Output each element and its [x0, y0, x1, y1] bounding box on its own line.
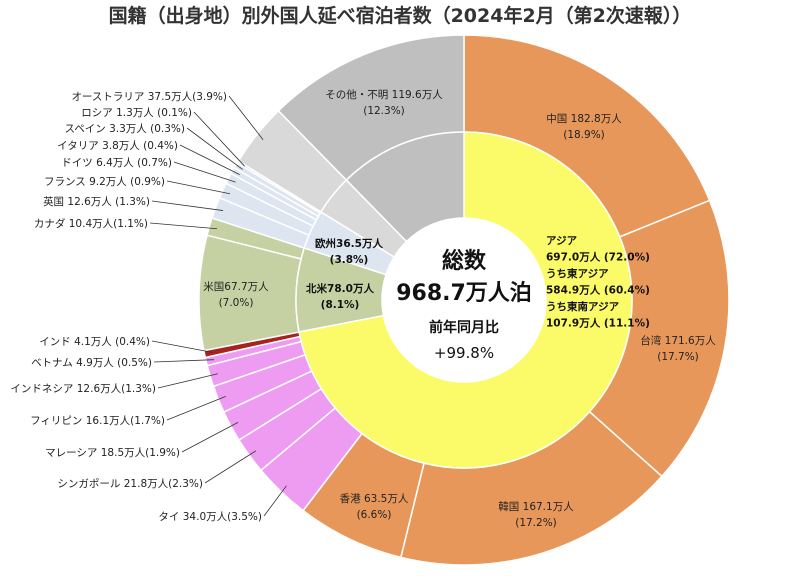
- outer-ring: [198, 34, 730, 566]
- leader-lines: [149, 95, 287, 517]
- label-slice-15: ドイツ 6.4万人 (0.7%): [61, 157, 172, 169]
- inner-label-slice-0-2: うち東アジア: [546, 267, 609, 280]
- leader-slice-16: [179, 144, 240, 175]
- leader-slice-6: [181, 422, 239, 453]
- center-yoy-label: 前年同月比: [429, 319, 499, 336]
- label-slice-6: マレーシア 18.5万人(1.9%): [45, 447, 180, 459]
- inner-label-slice-0-4: うち東南アジア: [546, 300, 620, 313]
- chart-title: 国籍（出身地）別外国人延べ宿泊者数（2024年2月（第2次速報））: [109, 4, 692, 27]
- center-label: 総数: [442, 248, 487, 274]
- label-slice-7: フィリピン 16.1万人(1.7%): [30, 415, 165, 427]
- label-slice-2: 韓国 167.1万人: [498, 501, 574, 513]
- label-share-slice-2: (17.2%): [515, 517, 557, 529]
- label-slice-1: 台湾 171.6万人: [640, 334, 716, 347]
- inner-label-slice-2-0: 欧州36.5万人: [315, 237, 383, 250]
- label-slice-0: 中国 182.8万人: [546, 112, 622, 125]
- label-slice-17: スペイン 3.3万人 (0.3%): [64, 123, 185, 135]
- label-slice-4: タイ 34.0万人(3.5%): [158, 511, 262, 523]
- leader-slice-18: [193, 111, 245, 167]
- slice-labels: 中国 182.8万人 (18.9%) 台湾 171.6万人 (17.7%) 韓国 167…: [10, 88, 716, 529]
- label-slice-16: イタリア 3.8万人 (0.4%): [57, 140, 178, 152]
- inner-label-slice-0-0: アジア: [546, 235, 578, 247]
- center-total: 968.7万人泊: [396, 281, 532, 306]
- label-share-slice-11: (7.0%): [219, 297, 254, 309]
- label-share-slice-3: (6.6%): [357, 509, 392, 521]
- leader-slice-17: [186, 127, 243, 170]
- label-slice-12: カナダ 10.4万人(1.1%): [34, 217, 148, 230]
- label-slice-11: 米国67.7万人: [203, 280, 269, 293]
- leader-slice-7: [166, 395, 226, 421]
- leader-slice-4: [263, 485, 287, 517]
- leader-slice-13: [151, 200, 224, 211]
- leader-slice-15: [173, 161, 236, 183]
- label-share-slice-20: (12.3%): [363, 105, 405, 117]
- label-slice-13: 英国 12.6万人 (1.3%): [43, 195, 150, 208]
- label-slice-14: フランス 9.2万人 (0.9%): [44, 176, 165, 188]
- center-hole: [382, 218, 546, 382]
- label-slice-5: シンガポール 21.8万人(2.3%): [57, 478, 203, 490]
- inner-label-slice-2-1: (3.8%): [330, 254, 369, 266]
- leader-slice-10: [151, 340, 213, 353]
- inner-label-slice-0-1: 697.0万人 (72.0%): [546, 251, 650, 264]
- leader-slice-14: [166, 180, 231, 195]
- label-share-slice-0: (18.9%): [563, 129, 605, 141]
- inner-label-slice-1-0: 北米78.0万人: [306, 282, 374, 295]
- leader-slice-12: [149, 222, 218, 230]
- center-yoy-value: +99.8%: [434, 344, 494, 362]
- leader-slice-5: [204, 450, 257, 484]
- label-slice-19: オーストラリア 37.5万人(3.9%): [71, 91, 227, 103]
- label-slice-9: ベトナム 4.9万人 (0.5%): [31, 357, 152, 369]
- inner-label-slice-0-5: 107.9万人 (11.1%): [546, 317, 650, 330]
- label-slice-20: その他・不明 119.6万人: [325, 88, 443, 101]
- label-slice-8: インドネシア 12.6万人(1.3%): [10, 383, 156, 395]
- inner-label-slice-0-3: 584.9万人 (60.4%): [546, 284, 650, 297]
- label-slice-3: 香港 63.5万人: [340, 493, 409, 505]
- inner-label-slice-1-1: (8.1%): [321, 299, 360, 311]
- label-slice-10: インド 4.1万人 (0.4%): [39, 336, 150, 348]
- label-share-slice-1: (17.7%): [657, 351, 699, 363]
- inner-ring: [295, 131, 633, 469]
- leader-slice-8: [157, 373, 218, 389]
- leader-slice-9: [153, 359, 215, 363]
- label-slice-18: ロシア 1.3万人 (0.1%): [81, 107, 192, 119]
- leader-slice-19: [228, 95, 264, 140]
